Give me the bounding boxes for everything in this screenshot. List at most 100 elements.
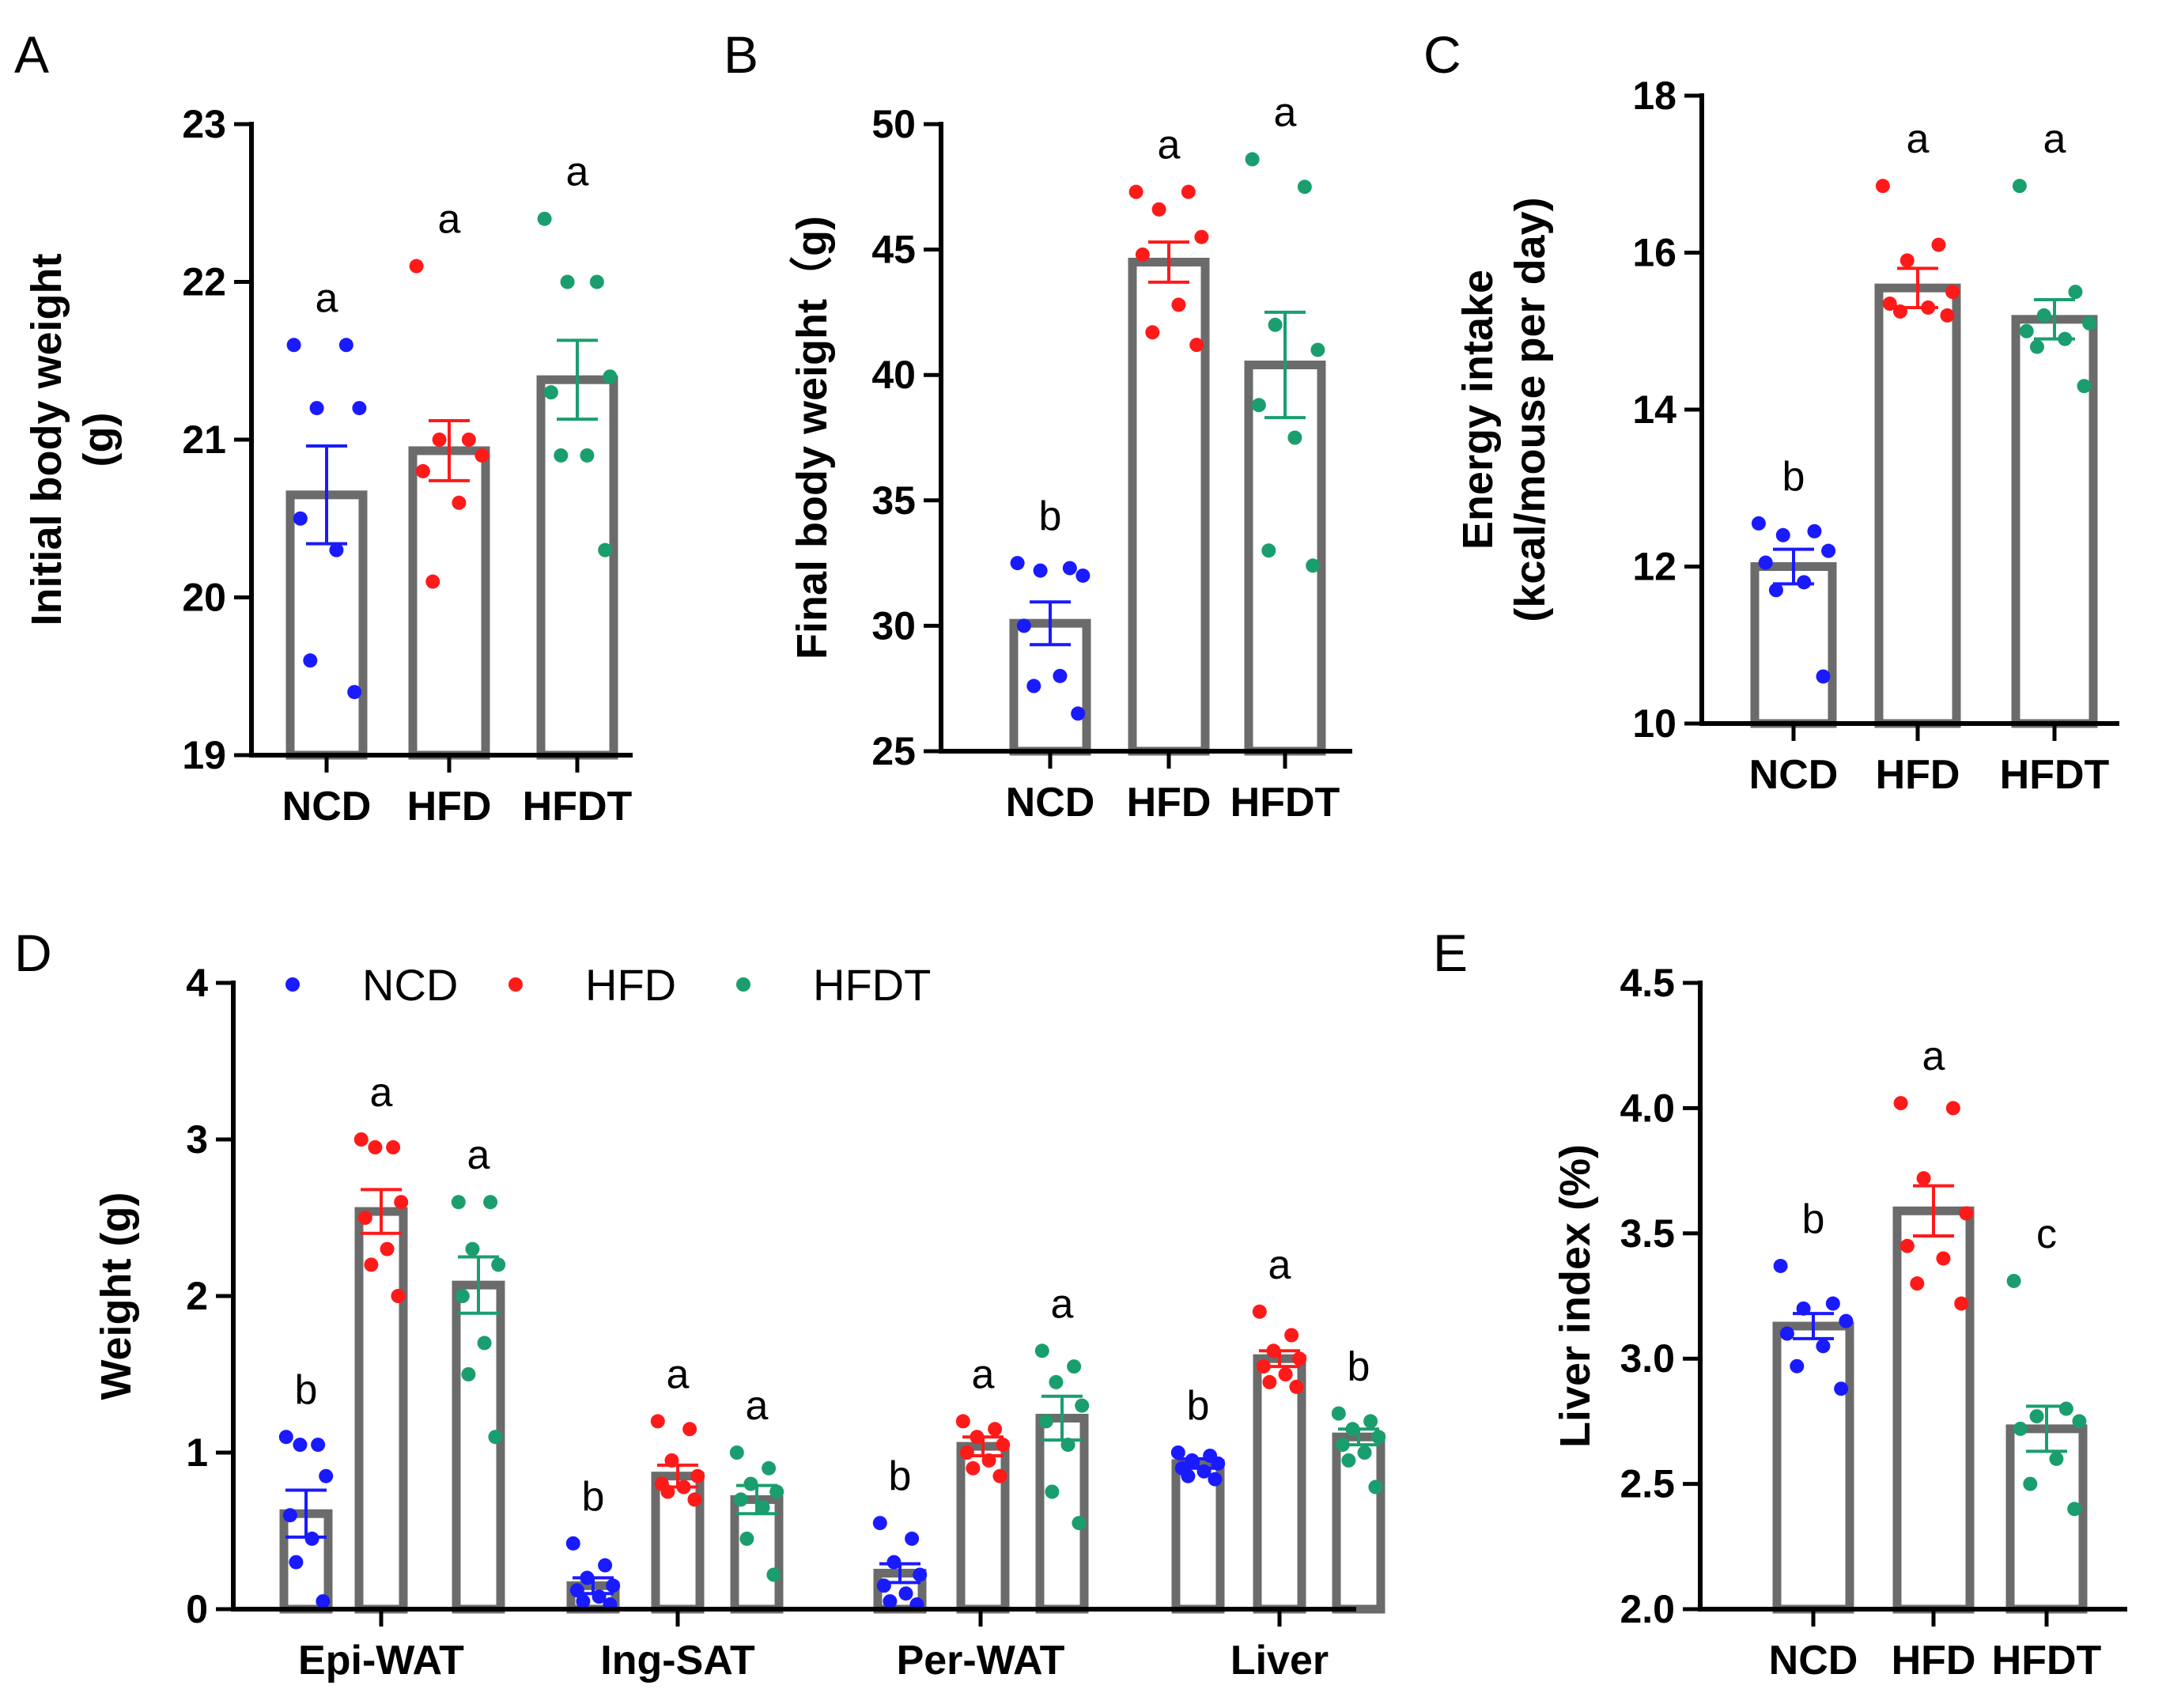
x-tick-label: HFD [1876,752,1960,798]
significance-letter: a [1274,89,1297,135]
data-point [1910,1276,1925,1291]
x-tick-label: HFD [1127,780,1212,826]
y-axis-label: (g) [75,413,123,467]
data-point [1251,398,1266,413]
significance-letter: a [370,1070,393,1116]
data-point [347,685,362,700]
panel-A-axes: 19 20 21 22 23 Initial body weight (g) A [14,25,633,777]
significance-letter: b [295,1367,318,1413]
data-point [1034,1343,1049,1358]
data-point [2029,1409,2044,1424]
data-point [2072,1414,2087,1429]
data-point [293,1438,308,1453]
data-point [368,1139,383,1154]
legend-marker [736,977,750,992]
bar [408,446,490,760]
bar [1750,562,1837,728]
bar-group-HFDT: a [729,1383,784,1614]
significance-letter: b [1348,1344,1370,1390]
significance-letter: a [438,197,461,243]
bar [1772,1321,1854,1614]
data-point [687,1492,702,1507]
data-point [432,433,447,447]
data-point [1252,1304,1267,1319]
data-point [876,1578,891,1593]
y-tick-label: 3 [186,1117,208,1162]
data-point [537,211,552,226]
data-point [1310,342,1325,357]
data-point [1135,247,1150,262]
bar-group-NCD: b [1170,1383,1226,1614]
category-Epi-WAT: b a a Epi-WAT [278,1070,506,1683]
data-point [1278,1367,1293,1381]
panel-D: b a a Epi-WAT b a a Ing-SAT b a a Per-WAT b a b Liver NC… [278,960,1386,1683]
y-tick-label: 45 [871,228,916,272]
panel-label: D [14,924,52,982]
data-point [2019,323,2034,338]
data-point [1954,1296,1969,1311]
data-point [872,1516,887,1531]
data-point [1834,1381,1849,1396]
data-point [966,1460,981,1476]
data-point [898,1586,913,1601]
y-axis-label: (kcal/mouse per day) [1506,197,1554,622]
data-point [1357,1445,1372,1460]
data-point [1010,556,1025,571]
bar-group-HFD: a [650,1351,705,1614]
y-axis-label: Final body weight（g) [788,216,836,659]
y-tick-label: 20 [182,576,226,620]
data-point [1053,668,1068,683]
significance-letter: b [582,1474,605,1520]
data-point [286,338,301,353]
bar [452,1280,505,1614]
data-point [913,1567,928,1582]
data-point [1959,1206,1974,1221]
data-point [1368,1479,1383,1494]
y-tick-label: 3.5 [1620,1211,1675,1256]
x-tick-label: NCD [1749,752,1839,798]
data-point [606,1578,621,1593]
data-point [2049,1451,2064,1466]
bar [1128,257,1210,756]
panel-label: B [724,25,758,84]
panel-label: C [1423,25,1461,84]
y-axis-label: Weight (g) [93,1192,140,1400]
data-point [1261,543,1276,558]
y-tick-label: 4.5 [1620,961,1675,1005]
data-point [955,1414,970,1429]
category-Per-WAT: b a a Per-WAT [872,1281,1090,1683]
significance-letter: a [566,149,589,195]
data-point [353,1132,369,1147]
data-point [1882,297,1897,312]
significance-letter: a [1922,1033,1945,1079]
data-point [580,448,595,463]
data-point [1145,325,1160,340]
data-point [1194,229,1209,244]
legend-label: NCD [362,960,458,1010]
data-point [2067,1502,2082,1517]
y-tick-label: 4 [186,961,208,1005]
legend-marker [508,977,523,992]
data-point [1208,1472,1223,1487]
panel-A: a NCD a HFD a HFDT [282,149,633,829]
significance-letter: a [1051,1281,1074,1327]
data-point [769,1484,784,1499]
y-axis-label: Liver index (%) [1552,1144,1599,1448]
data-point [1067,1359,1082,1374]
data-point [1775,527,1790,542]
data-point [733,1492,748,1507]
bar-group-HFD: a [1128,123,1210,769]
bar-group-HFDT: a [536,149,618,773]
bar [536,375,618,760]
bar-group-NCD: b [872,1453,928,1614]
data-point [1931,237,1946,252]
data-point [739,1531,754,1546]
data-point [755,1500,770,1515]
data-point [338,338,353,353]
data-point [1821,543,1836,558]
data-point [352,401,367,416]
data-point [1816,1339,1831,1354]
data-point [576,1594,591,1609]
significance-letter: b [1782,454,1805,500]
